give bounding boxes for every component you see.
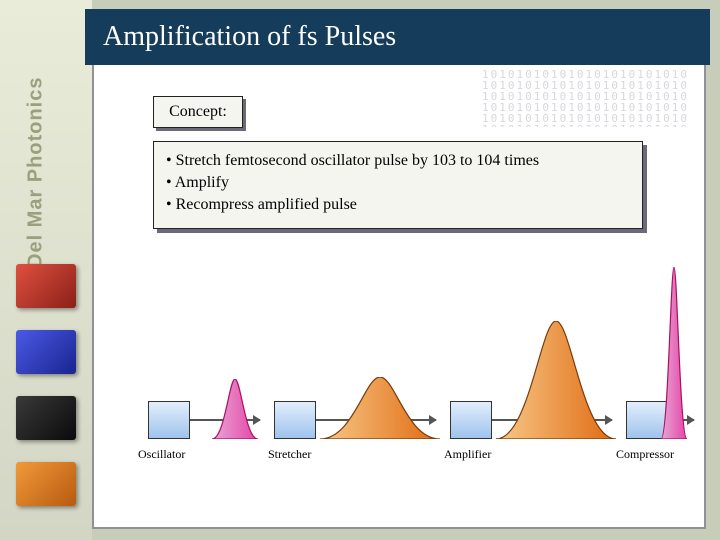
binary-decoration: 1010101010101010101010101010101010101010… — [482, 69, 697, 127]
concept-label: Concept: — [153, 96, 243, 128]
pulse-shape — [212, 379, 258, 439]
cpa-diagram: Oscillator Stretcher Amplifier Compressor — [118, 293, 694, 463]
bullet-item: • Amplify — [166, 172, 630, 194]
pulse-shape — [661, 267, 687, 439]
stage-box — [148, 401, 190, 439]
page-title: Amplification of fs Pulses — [103, 21, 396, 53]
bullets-box: • Stretch femtosecond oscillator pulse b… — [153, 141, 643, 229]
bullet-item: • Recompress amplified pulse — [166, 194, 630, 216]
stage-label: Stretcher — [268, 447, 311, 462]
stage-box — [274, 401, 316, 439]
brand-text: Del Mar Photonics — [25, 77, 48, 268]
title-bar: Amplification of fs Pulses — [85, 9, 710, 65]
slide-frame: Amplification of fs Pulses 1010101010101… — [92, 9, 706, 529]
equipment-thumbnail — [16, 462, 76, 506]
bullet-item: • Stretch femtosecond oscillator pulse b… — [166, 150, 630, 172]
stage-box — [450, 401, 492, 439]
pulse-shape — [496, 321, 616, 439]
equipment-thumbnail — [16, 330, 76, 374]
stage-label: Amplifier — [444, 447, 491, 462]
sidebar-strip: Del Mar Photonics — [0, 0, 92, 540]
equipment-thumbnail — [16, 264, 76, 308]
equipment-thumbnail — [16, 396, 76, 440]
pulse-shape — [320, 377, 440, 439]
concept-box: Concept: — [153, 96, 243, 128]
bullets-content: • Stretch femtosecond oscillator pulse b… — [153, 141, 643, 229]
stage-label: Compressor — [616, 447, 674, 462]
stage-label: Oscillator — [138, 447, 185, 462]
